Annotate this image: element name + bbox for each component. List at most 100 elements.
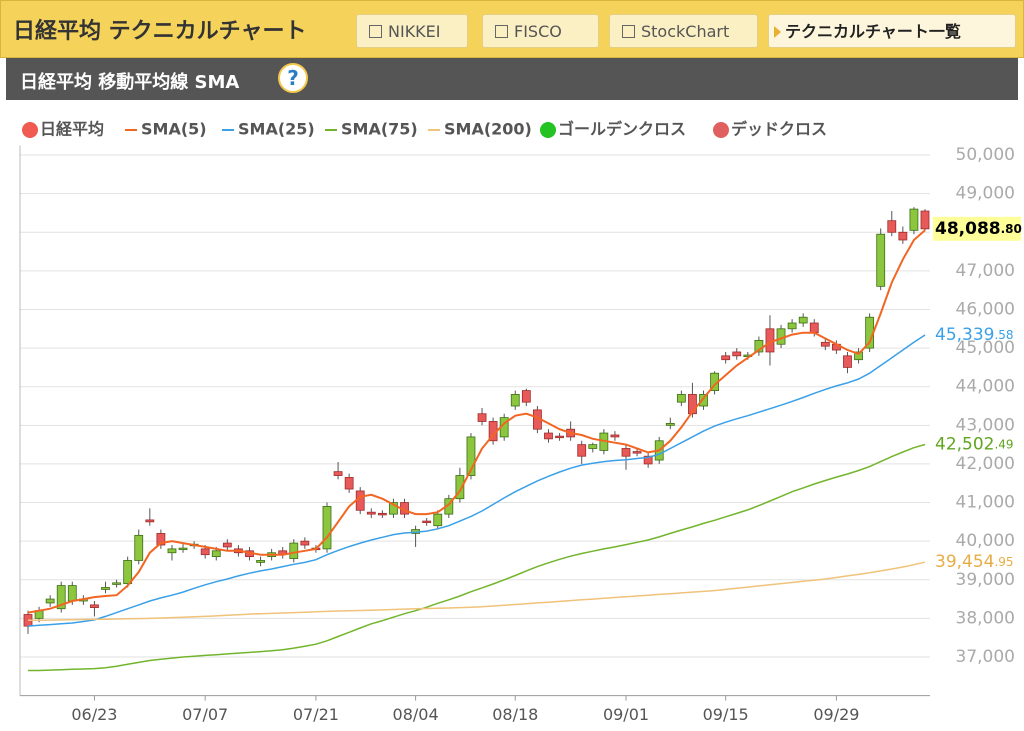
last-value-label: 45,339.58 [935,325,1014,345]
legend-label: デッドクロス [731,120,827,139]
help-icon[interactable]: ? [278,63,308,93]
page-title: 日経平均 テクニカルチャート [13,19,307,44]
candle-body [322,506,332,550]
candle-body [665,422,675,426]
candle-body [355,490,365,511]
x-tick-label: 09/29 [813,705,859,724]
legend-label: SMA(200) [444,120,532,139]
x-tick-label: 07/21 [293,705,339,724]
link-label[interactable]: FISCO [514,22,562,41]
candle-body [676,394,686,403]
candle-body [809,322,819,334]
candle-body [632,451,642,454]
candle-body [433,513,443,527]
candle-body [344,477,354,490]
candle-body [134,534,144,561]
candle-body [366,511,376,515]
candle-body [843,355,852,368]
candle-body [699,394,708,407]
x-tick-label: 08/04 [393,705,439,724]
candle-body [544,432,553,440]
legend-label: 日経平均 [40,120,104,139]
candle-body [466,436,476,476]
candle-body [56,585,66,610]
candle-body [200,548,210,556]
candle-body [222,542,232,548]
chart-title: 日経平均 移動平均線 SMA [20,72,240,93]
candle-body [377,512,387,516]
y-tick-label: 42,000 [956,454,1015,474]
link-label[interactable]: NIKKEI [388,22,441,41]
y-tick-label: 40,000 [956,531,1015,551]
last-value-label: 39,454.95 [935,552,1014,572]
x-tick-label: 07/07 [182,705,228,724]
candle-body [898,231,908,241]
candle-body [732,351,742,357]
candle-body [101,587,110,590]
x-tick-label: 06/23 [71,705,117,724]
candle-body [477,413,487,422]
candle-body [909,208,919,231]
candle-body [820,341,830,347]
sub-bar: 日経平均 移動平均線 SMA ? [6,58,1018,100]
candle-body [610,434,620,438]
legend-dot [540,122,556,138]
candle-body [123,560,133,585]
link-button[interactable]: NIKKEI [356,14,468,48]
candle-body [521,390,531,403]
candle-body [621,448,631,457]
legend-dot [713,122,729,138]
candle-body [798,316,808,324]
x-tick-label: 09/01 [603,705,649,724]
list-button[interactable]: テクニカルチャート一覧 [768,14,1016,48]
y-tick-label: 49,000 [956,184,1015,204]
top-bar: 日経平均 テクニカルチャート NIKKEI FISCO StockChart テ… [0,0,1024,58]
candle-body [854,351,863,361]
y-tick-label: 46,000 [956,299,1015,319]
candle-body [688,394,697,415]
x-tick-label: 08/18 [492,705,538,724]
sma-line [28,443,926,672]
candle-body [156,533,166,546]
candle-body [256,560,265,563]
candle-body [643,455,653,465]
candle-body [90,604,99,608]
last-value-label: 42,502.49 [935,435,1014,455]
candle-body [289,542,299,559]
candle-body [787,322,797,330]
candle-body [45,598,55,604]
x-tick-label: 09/15 [703,705,749,724]
y-tick-label: 39,000 [956,570,1015,590]
sma-line [28,561,926,622]
legend-label: SMA(5) [141,120,207,139]
candle-body [577,444,587,457]
candle-body [887,220,897,233]
y-tick-label: 41,000 [956,493,1015,513]
candle-body [721,355,731,361]
candle-body [167,548,177,554]
candle-body [510,394,520,407]
candle-body [920,210,930,230]
link-button[interactable]: StockChart [609,14,758,48]
legend-label: SMA(25) [238,120,315,139]
chart: 37,000 38,000 39,000 40,000 41,000 42,000 43,0… [19,120,1022,724]
candle-body [300,540,310,546]
link-label[interactable]: StockChart [641,22,730,41]
y-tick-label: 44,000 [956,377,1015,397]
y-tick-label: 47,000 [956,261,1015,281]
sma-line [27,334,926,627]
sma-line [27,229,926,614]
y-tick-label: 38,000 [956,608,1015,628]
last-value-bg [933,216,1021,241]
last-value-label: 48,088.80 [935,219,1022,239]
candle-body [112,582,121,585]
y-tick-label: 45,000 [956,338,1015,358]
y-tick-label: 50,000 [956,145,1015,165]
legend-label: ゴールデンクロス [558,120,686,139]
candle-body [455,475,465,500]
candle-body [588,444,598,449]
y-tick-label: 43,000 [956,415,1015,435]
link-button[interactable]: FISCO [482,14,599,48]
candle-body [389,502,398,515]
